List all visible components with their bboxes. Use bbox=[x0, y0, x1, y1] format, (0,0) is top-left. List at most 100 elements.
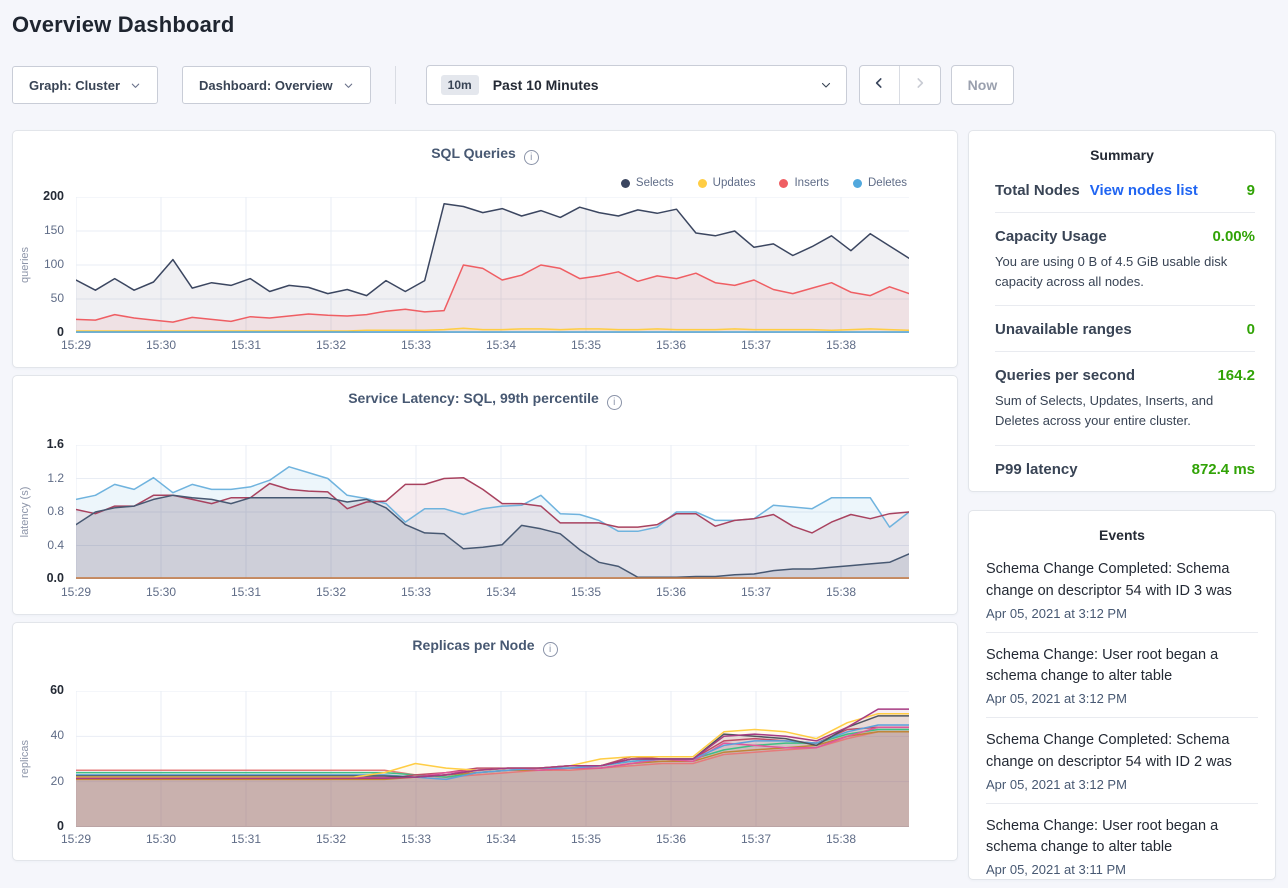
y-tick-label: 50 bbox=[51, 291, 64, 305]
event-timestamp: Apr 05, 2021 at 3:12 PM bbox=[986, 777, 1258, 792]
y-tick-label: 200 bbox=[43, 189, 64, 203]
events-list: Schema Change Completed: Schema change o… bbox=[969, 547, 1275, 888]
legend-dot-icon bbox=[621, 179, 630, 188]
event-item[interactable]: Schema Change: User root began a schema … bbox=[986, 804, 1258, 888]
y-tick-label: 40 bbox=[51, 728, 64, 742]
summary-row-unavailable-ranges: Unavailable ranges 0 bbox=[995, 306, 1255, 352]
info-icon[interactable]: i bbox=[543, 642, 558, 657]
y-axis-ticks: 0 20 40 60 bbox=[18, 623, 70, 860]
x-tick-label: 15:30 bbox=[138, 832, 184, 846]
x-tick-label: 15:38 bbox=[818, 832, 864, 846]
x-tick-label: 15:32 bbox=[308, 585, 354, 599]
y-tick-label: 0.0 bbox=[47, 571, 64, 585]
summary-label: Total Nodes bbox=[995, 182, 1080, 199]
x-tick-label: 15:34 bbox=[478, 338, 524, 352]
sql-queries-chart-card: SQL Queries i Selects Updates Inserts Delete… bbox=[12, 130, 958, 368]
chart-title-row: Service Latency: SQL, 99th percentile i bbox=[13, 390, 957, 410]
chevron-left-icon bbox=[872, 76, 886, 95]
chart-title-row: Replicas per Node i bbox=[13, 637, 957, 657]
event-timestamp: Apr 05, 2021 at 3:12 PM bbox=[986, 691, 1258, 706]
chart-title: SQL Queries bbox=[431, 145, 516, 161]
legend-label: Inserts bbox=[794, 177, 829, 189]
summary-value: 9 bbox=[1247, 182, 1255, 199]
legend-item-deletes[interactable]: Deletes bbox=[853, 177, 907, 189]
chart-canvas bbox=[76, 197, 909, 333]
legend-label: Updates bbox=[713, 177, 756, 189]
event-item[interactable]: Schema Change Completed: Schema change o… bbox=[986, 718, 1258, 804]
events-panel: Events Schema Change Completed: Schema c… bbox=[968, 510, 1276, 880]
x-tick-label: 15:38 bbox=[818, 585, 864, 599]
y-tick-label: 0.8 bbox=[47, 504, 64, 518]
summary-panel: Summary Total Nodes View nodes list 9 Ca… bbox=[968, 130, 1276, 492]
summary-label: Unavailable ranges bbox=[995, 321, 1132, 338]
x-tick-label: 15:35 bbox=[563, 585, 609, 599]
summary-row-capacity-usage: Capacity Usage 0.00% You are using 0 B o… bbox=[995, 213, 1255, 306]
chart-canvas bbox=[76, 445, 909, 579]
x-tick-label: 15:29 bbox=[53, 338, 99, 352]
summary-row-p99-latency: P99 latency 872.4 ms bbox=[995, 446, 1255, 491]
toolbar: Graph: Cluster Dashboard: Overview 10m P… bbox=[12, 65, 1014, 105]
chart-title: Replicas per Node bbox=[412, 637, 534, 653]
y-tick-label: 100 bbox=[44, 257, 64, 271]
sql-queries-plot bbox=[76, 197, 909, 333]
x-tick-label: 15:30 bbox=[138, 585, 184, 599]
y-tick-label: 60 bbox=[50, 683, 64, 697]
events-title: Events bbox=[969, 511, 1275, 547]
service-latency-plot bbox=[76, 445, 909, 579]
event-item[interactable]: Schema Change: User root began a schema … bbox=[986, 633, 1258, 719]
legend-item-updates[interactable]: Updates bbox=[698, 177, 756, 189]
dashboard-dropdown[interactable]: Dashboard: Overview bbox=[182, 66, 371, 104]
x-tick-label: 15:31 bbox=[223, 338, 269, 352]
graph-dropdown-label: Graph: Cluster bbox=[29, 78, 120, 93]
y-tick-label: 1.6 bbox=[47, 437, 64, 451]
y-tick-label: 150 bbox=[44, 223, 64, 237]
x-tick-label: 15:37 bbox=[733, 832, 779, 846]
now-button[interactable]: Now bbox=[951, 65, 1015, 105]
time-back-button[interactable] bbox=[860, 66, 900, 104]
y-tick-label: 0.4 bbox=[47, 538, 64, 552]
legend-label: Deletes bbox=[868, 177, 907, 189]
info-icon[interactable]: i bbox=[524, 150, 539, 165]
legend-label: Selects bbox=[636, 177, 674, 189]
x-tick-label: 15:30 bbox=[138, 338, 184, 352]
summary-value: 164.2 bbox=[1217, 367, 1255, 384]
legend-item-inserts[interactable]: Inserts bbox=[779, 177, 829, 189]
chevron-down-icon bbox=[820, 79, 832, 91]
time-forward-button[interactable] bbox=[900, 66, 940, 104]
chevron-right-icon bbox=[913, 76, 927, 95]
x-tick-label: 15:36 bbox=[648, 338, 694, 352]
y-tick-label: 0 bbox=[57, 819, 64, 833]
x-tick-label: 15:29 bbox=[53, 585, 99, 599]
summary-value: 0 bbox=[1247, 321, 1255, 338]
x-tick-label: 15:35 bbox=[563, 338, 609, 352]
legend-dot-icon bbox=[779, 179, 788, 188]
time-range-dropdown[interactable]: 10m Past 10 Minutes bbox=[426, 65, 847, 105]
summary-value: 872.4 ms bbox=[1192, 461, 1255, 478]
x-tick-label: 15:33 bbox=[393, 832, 439, 846]
chevron-down-icon bbox=[130, 80, 141, 91]
chart-title: Service Latency: SQL, 99th percentile bbox=[348, 390, 599, 406]
graph-dropdown[interactable]: Graph: Cluster bbox=[12, 66, 158, 104]
event-text: Schema Change: User root began a schema … bbox=[986, 645, 1258, 689]
event-text: Schema Change: User root began a schema … bbox=[986, 816, 1258, 860]
overview-dashboard-page: Overview Dashboard Graph: Cluster Dashbo… bbox=[0, 0, 1288, 868]
view-nodes-list-link[interactable]: View nodes list bbox=[1090, 182, 1198, 199]
time-window-label: Past 10 Minutes bbox=[493, 77, 820, 93]
event-item[interactable]: Schema Change Completed: Schema change o… bbox=[986, 547, 1258, 633]
x-tick-label: 15:38 bbox=[818, 338, 864, 352]
info-icon[interactable]: i bbox=[607, 395, 622, 410]
chart-legend: Selects Updates Inserts Deletes bbox=[621, 177, 907, 189]
legend-dot-icon bbox=[698, 179, 707, 188]
summary-label: Capacity Usage bbox=[995, 228, 1107, 245]
x-tick-label: 15:33 bbox=[393, 338, 439, 352]
x-tick-label: 15:33 bbox=[393, 585, 439, 599]
x-tick-label: 15:32 bbox=[308, 338, 354, 352]
legend-item-selects[interactable]: Selects bbox=[621, 177, 674, 189]
y-tick-label: 20 bbox=[51, 774, 64, 788]
event-timestamp: Apr 05, 2021 at 3:12 PM bbox=[986, 606, 1258, 621]
